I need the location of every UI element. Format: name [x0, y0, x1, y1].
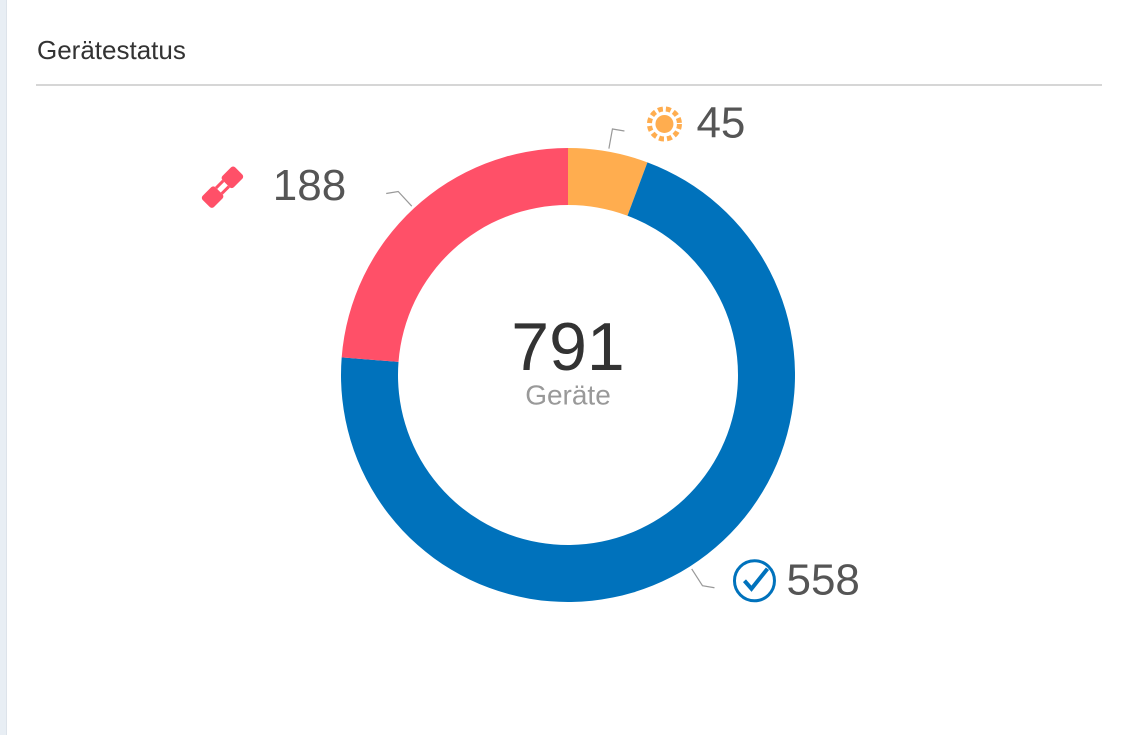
check-mark: [742, 567, 770, 592]
card: Gerätestatus 791 Geräte 45 558 188: [6, 0, 1128, 735]
plug-pin: [220, 185, 230, 195]
segment-label: 45: [696, 99, 745, 148]
chart: Gerätestatus 791 Geräte 45 558 188: [36, 35, 1102, 604]
center-label: Geräte: [525, 379, 611, 410]
plug-right: [221, 166, 244, 189]
plug-pin: [215, 179, 225, 189]
leader-line: [386, 190, 413, 207]
gear-ring: [646, 106, 682, 142]
segment-label: 188: [273, 161, 346, 210]
donut-segment: [341, 148, 568, 362]
gear-icon: [646, 106, 682, 142]
plug-icon: [201, 166, 244, 208]
card-title: Gerätestatus: [37, 35, 186, 65]
segment-label: 558: [786, 555, 859, 604]
center-total: 791: [511, 309, 624, 385]
check-circle: [732, 559, 776, 603]
plug-left: [201, 186, 224, 208]
gear-core: [655, 114, 674, 133]
check-icon: [732, 559, 776, 603]
leader-line: [608, 128, 625, 149]
leader-line: [691, 568, 715, 589]
donut-segment: [568, 148, 648, 216]
